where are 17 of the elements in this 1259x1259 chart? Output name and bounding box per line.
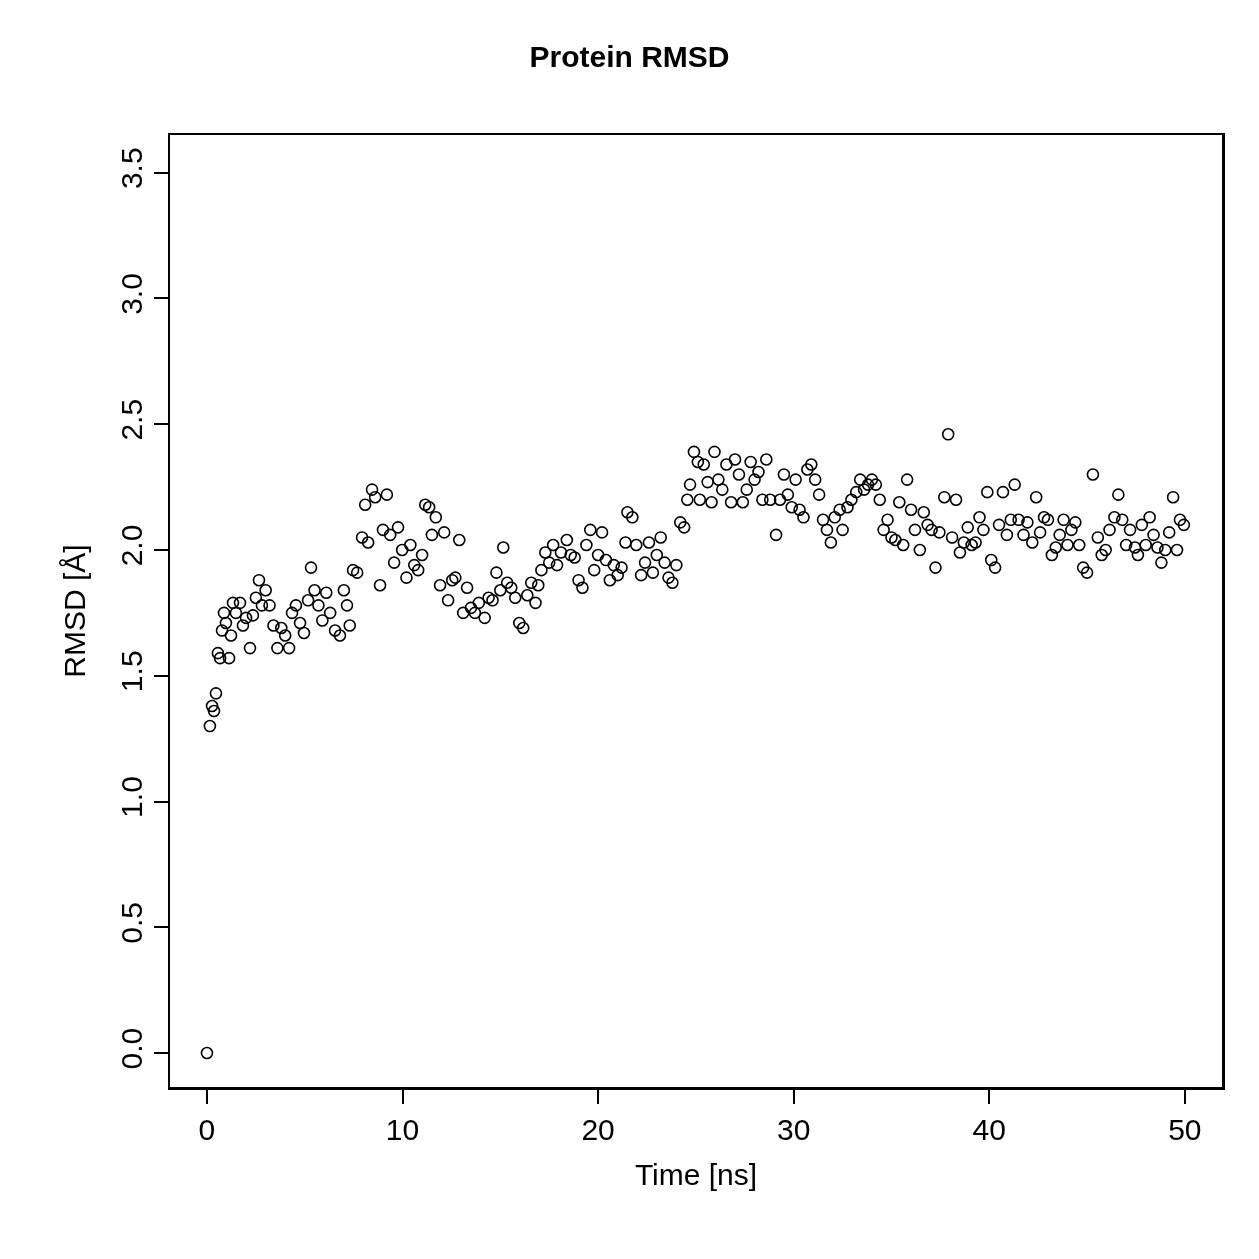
y-tick-label: 0.5: [114, 901, 148, 944]
y-tick-label: 1.5: [114, 650, 148, 693]
chart-title: Protein RMSD: [529, 40, 730, 74]
x-tick-label: 40: [972, 1112, 1006, 1146]
x-axis-title: Time [ns]: [634, 1158, 758, 1192]
x-tick-label: 20: [581, 1112, 615, 1146]
y-tick-label: 0.0: [114, 1027, 148, 1070]
x-tick-label: 50: [1168, 1112, 1202, 1146]
x-tick-label: 10: [385, 1112, 420, 1146]
y-tick-label: 2.0: [114, 524, 148, 567]
y-axis-title: RMSD [Å]: [58, 544, 92, 678]
y-tick-label: 1.0: [114, 776, 148, 818]
x-tick-label: 0: [198, 1112, 216, 1146]
y-tick-label: 2.5: [114, 398, 148, 441]
y-tick-label: 3.0: [114, 273, 148, 315]
x-tick-label: 30: [777, 1112, 811, 1146]
y-tick-label: 3.5: [114, 147, 148, 190]
